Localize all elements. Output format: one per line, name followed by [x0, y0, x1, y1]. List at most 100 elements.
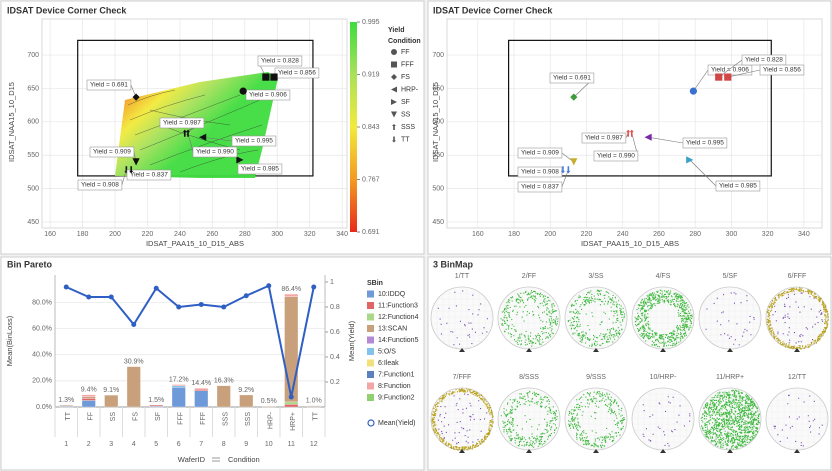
point: [132, 93, 140, 101]
x-tick-label: 8: [222, 441, 226, 448]
condition-label: HRP-: [268, 411, 275, 429]
line-point: [288, 394, 294, 400]
wafer-notch: [593, 348, 599, 352]
line-point: [266, 283, 272, 289]
legend-swatch: [367, 313, 374, 321]
point: [182, 129, 187, 137]
bar-total-label: 30.9%: [124, 358, 144, 365]
y-tick-label: 0.0%: [36, 404, 52, 411]
point-label: Yield = 0.906: [711, 67, 749, 74]
legend-title: Yield: [388, 27, 404, 34]
y-tick-label: 60.0%: [32, 325, 52, 332]
y-tick-label: 600: [27, 119, 39, 126]
x-tick-label: 340: [336, 231, 348, 238]
bar-segment: [284, 404, 299, 408]
point-label-box: [89, 146, 135, 158]
condition-label: FFF: [178, 412, 185, 425]
legend-marker: [391, 49, 397, 55]
y2-tick-label: 0.4: [330, 354, 340, 361]
wafer-fail-dies: [700, 389, 761, 450]
point-label-box: [231, 135, 277, 147]
legend-label: SS: [401, 111, 411, 118]
bar-total-label: 9.4%: [81, 387, 97, 394]
colorbar-tick-label: 0.767: [362, 176, 380, 183]
wafer-label: 10/HRP-: [650, 374, 678, 381]
point-label: Yield = 0.990: [196, 149, 234, 156]
point: [560, 166, 565, 174]
wafer-notch: [526, 348, 532, 352]
leader-line: [718, 59, 743, 78]
bar-segment: [284, 296, 299, 403]
plot-frame: [41, 18, 348, 229]
wafer-fail-dies: [503, 392, 557, 446]
condition-label: FS: [133, 412, 140, 421]
legend-label: 7:Function1: [378, 371, 415, 378]
x-tick-label: 11: [288, 441, 295, 448]
bar-segment: [81, 398, 96, 401]
x-tick-label: 160: [472, 231, 484, 238]
x-tick-label: 340: [798, 231, 810, 238]
wafer-grid: [498, 388, 560, 450]
line-point: [176, 304, 182, 310]
bar-segment: [81, 400, 96, 408]
point-label-box: [257, 55, 303, 67]
panel: [0, 256, 425, 471]
x-axis-title: IDSAT_PAA15_10_D15_ABS: [581, 239, 679, 248]
legend-label: SSS: [401, 124, 415, 131]
point-label: Yield = 0.985: [241, 166, 279, 173]
bar-segment: [81, 394, 96, 397]
y-tick-label: 450: [432, 219, 444, 226]
bar-segment: [126, 366, 141, 408]
point-label: Yield = 0.691: [90, 82, 128, 89]
point-label: Yield = 0.856: [763, 67, 801, 74]
legend-label: 9:Function2: [378, 394, 415, 401]
legend-marker: [391, 74, 397, 80]
bar-total-label: 17.2%: [169, 376, 189, 383]
point-label-box: [581, 132, 627, 144]
point-label: Yield = 0.995: [235, 138, 273, 145]
bar-segment: [194, 389, 209, 391]
axis-nesting-icon: [212, 457, 220, 462]
x-tick-label: 300: [271, 231, 283, 238]
leader-line: [727, 69, 761, 78]
wafer-fail-dies: [500, 290, 559, 347]
y-tick-label: 500: [27, 185, 39, 192]
wafer-notch: [794, 449, 800, 453]
point-label: Yield = 0.837: [521, 184, 559, 191]
point: [629, 129, 634, 137]
point-label-box: [682, 137, 728, 149]
point-label: Yield = 0.987: [585, 135, 623, 142]
y2-tick-label: 0.2: [330, 379, 340, 386]
point-label-box: [274, 67, 320, 79]
leader-line: [648, 136, 684, 144]
wafer-notch: [727, 449, 733, 453]
wafer: [698, 286, 762, 350]
wafer-label: 7/FFF: [453, 374, 472, 381]
point: [570, 158, 578, 166]
line-point: [221, 304, 227, 310]
x-axis-title: Condition: [228, 455, 260, 464]
line-point: [108, 294, 114, 300]
line-point: [243, 293, 249, 299]
point: [262, 73, 270, 81]
x-tick-label: 2: [87, 441, 91, 448]
point-label: Yield = 0.908: [81, 182, 119, 189]
wafer-fail-dies: [502, 292, 557, 335]
bar-total-label: 9.2%: [238, 387, 254, 394]
condition-label: TT: [65, 411, 72, 420]
x-axis-title: WaferID: [178, 455, 206, 464]
x-axis-title: IDSAT_PAA15_10_D15_ABS: [146, 239, 244, 248]
x-tick-label: 1: [64, 441, 68, 448]
x-tick-label: 7: [199, 441, 203, 448]
point-label-box: [126, 169, 172, 181]
point-label-box: [192, 146, 238, 158]
x-tick-label: 180: [508, 231, 520, 238]
plot-frame: [446, 18, 823, 229]
point: [566, 166, 571, 174]
legend-marker: [392, 124, 396, 130]
x-tick-label: 6: [177, 441, 181, 448]
y2-tick-label: 0.8: [330, 304, 340, 311]
wafer-notch: [660, 348, 666, 352]
leader-line: [202, 136, 233, 142]
point: [724, 73, 732, 81]
